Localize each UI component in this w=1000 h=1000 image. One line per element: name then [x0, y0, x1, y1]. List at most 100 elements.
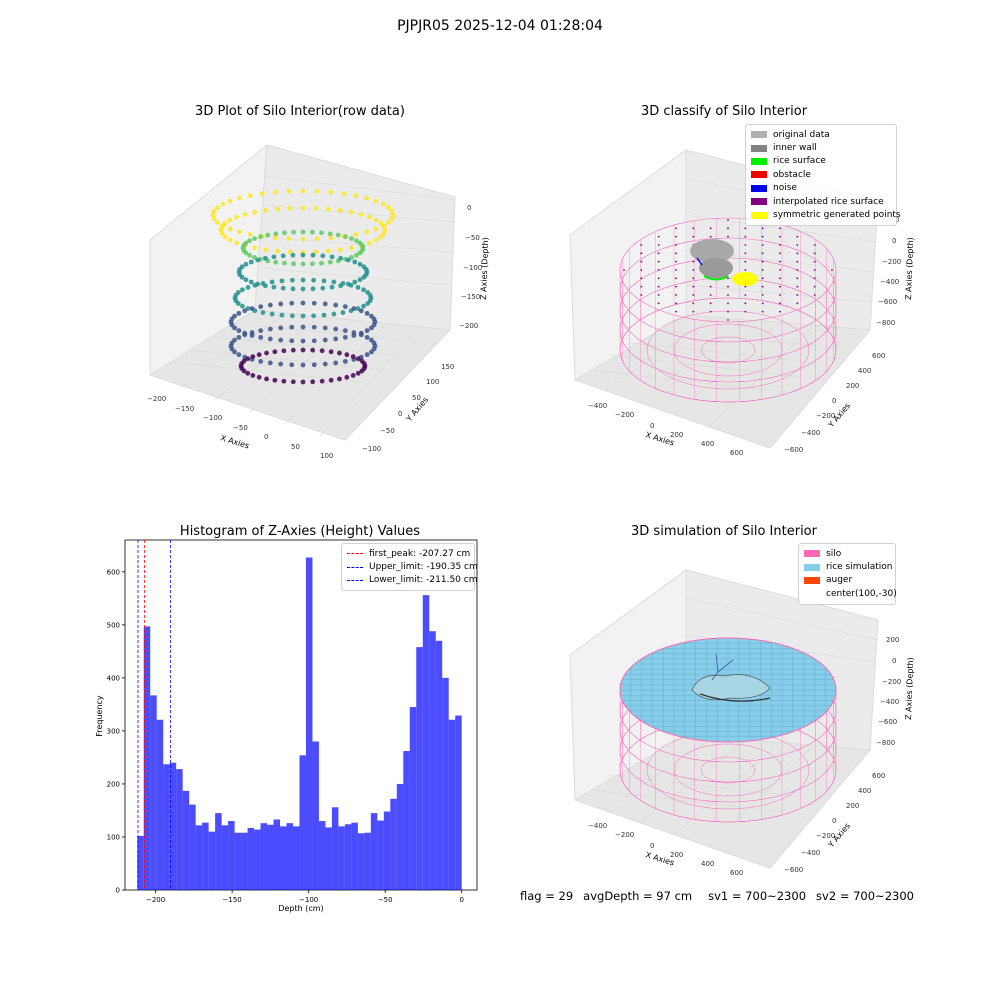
- raw-point: [232, 337, 237, 343]
- legend-swatch: [751, 171, 767, 179]
- surface-point: [744, 294, 747, 296]
- legend-entry: original data: [751, 128, 891, 141]
- simulation-z-ticks: 200 0 −200 −400 −600 −800: [876, 636, 901, 747]
- surface-point: [692, 294, 695, 296]
- surface-point: [813, 285, 816, 288]
- legend-swatch: [751, 157, 767, 165]
- simulation-y-tick: 600: [872, 772, 885, 780]
- surface-point: [727, 319, 729, 321]
- silo-floor-ring: [700, 756, 756, 784]
- histogram-bar: [169, 762, 177, 890]
- surface-point: [744, 244, 747, 246]
- histogram-x-tick-label: −100: [299, 896, 318, 904]
- histogram-legend: first_peak: -207.27 cm Upper_limit: -190…: [341, 543, 478, 592]
- classify-y-tick: 400: [858, 367, 871, 375]
- simulation-x-tick: −400: [588, 822, 607, 830]
- raw-point: [258, 358, 264, 364]
- raw-point: [243, 240, 249, 246]
- legend-entry: symmetric generated points: [751, 208, 901, 221]
- raw-point: [273, 231, 279, 237]
- raw-point: [325, 206, 331, 212]
- raw-point: [337, 350, 342, 356]
- classify-pane-floor: [573, 314, 872, 449]
- simulation-legend: silo rice simulation auger center(100,-3…: [798, 543, 897, 605]
- legend-entry: Upper_limit: -190.35 cm: [347, 560, 478, 573]
- raw-point: [227, 226, 233, 232]
- raw-point: [352, 279, 358, 285]
- raw-point: [300, 188, 306, 194]
- raw-point: [264, 350, 269, 356]
- raw-point: [342, 358, 348, 364]
- raw-point: [314, 188, 320, 194]
- raw-point: [358, 332, 364, 338]
- surface-point: [761, 277, 764, 280]
- classify-y-tick: −200: [816, 412, 835, 420]
- raw-point: [278, 325, 284, 331]
- classify-rice-surface: [703, 275, 729, 281]
- raw-point: [260, 310, 266, 315]
- classify-z-tick: −400: [880, 278, 899, 286]
- raw-point: [300, 338, 306, 344]
- raw-point: [319, 260, 324, 266]
- raw-point: [256, 352, 262, 358]
- surface-point: [709, 310, 712, 313]
- raw-point: [258, 304, 264, 310]
- surface-point: [813, 294, 816, 296]
- raw-z-tick: −50: [465, 234, 480, 242]
- raw-point: [342, 334, 348, 340]
- raw-point: [259, 191, 265, 197]
- surface-point: [779, 269, 781, 271]
- raw-point: [300, 229, 306, 235]
- raw-point: [211, 208, 217, 214]
- raw-point: [381, 231, 387, 236]
- classify-y-tick: −400: [801, 429, 820, 437]
- raw-point: [333, 326, 339, 332]
- raw-point: [319, 230, 324, 236]
- raw-point: [361, 287, 366, 293]
- histogram-bar: [234, 832, 242, 890]
- histogram-y-tick-label: 200: [107, 780, 120, 788]
- surface-point: [779, 310, 781, 313]
- figure-title: PJPJR05 2025-12-04 01:28:04: [397, 18, 603, 34]
- legend-line: [347, 553, 363, 555]
- raw-point: [236, 328, 242, 334]
- raw-point: [333, 302, 339, 308]
- raw-point: [271, 284, 277, 290]
- raw-point: [289, 338, 295, 344]
- histogram-y-tick-label: 600: [107, 568, 120, 576]
- surface-point: [779, 235, 781, 238]
- raw-point: [279, 312, 285, 318]
- simulation-z-label: Z Axies (Depth): [904, 657, 915, 720]
- simulation-x-tick: 200: [670, 851, 683, 859]
- surface-point: [744, 252, 747, 255]
- surface-point: [813, 252, 816, 255]
- raw-point: [335, 232, 341, 238]
- raw-point: [349, 255, 354, 260]
- raw-point: [366, 240, 372, 246]
- raw-point: [267, 326, 273, 332]
- raw-point: [381, 224, 387, 229]
- raw-point: [390, 212, 396, 218]
- raw-point: [256, 374, 262, 380]
- raw-point-cloud: [210, 188, 396, 385]
- raw-point: [354, 252, 359, 258]
- simulation-y-tick: 400: [858, 787, 871, 795]
- simulation-z-tick: −800: [876, 739, 895, 747]
- silo-ring: [619, 237, 837, 343]
- histogram-bar: [435, 640, 443, 890]
- histogram-bars: [137, 557, 462, 890]
- legend-swatch: [804, 590, 820, 597]
- surface-point: [640, 252, 643, 255]
- surface-point: [796, 277, 799, 280]
- classify-z-label: Z Axies (Depth): [904, 237, 915, 300]
- raw-point: [348, 245, 354, 251]
- raw-point: [252, 255, 257, 260]
- classify-original-cluster: [690, 239, 734, 263]
- surface-point: [657, 302, 660, 305]
- raw-point: [350, 354, 356, 359]
- raw-point: [311, 338, 317, 344]
- raw-point: [289, 300, 295, 306]
- histogram-x-tick-label: −150: [223, 896, 242, 904]
- surface-point: [779, 260, 781, 263]
- surface-point: [657, 294, 660, 296]
